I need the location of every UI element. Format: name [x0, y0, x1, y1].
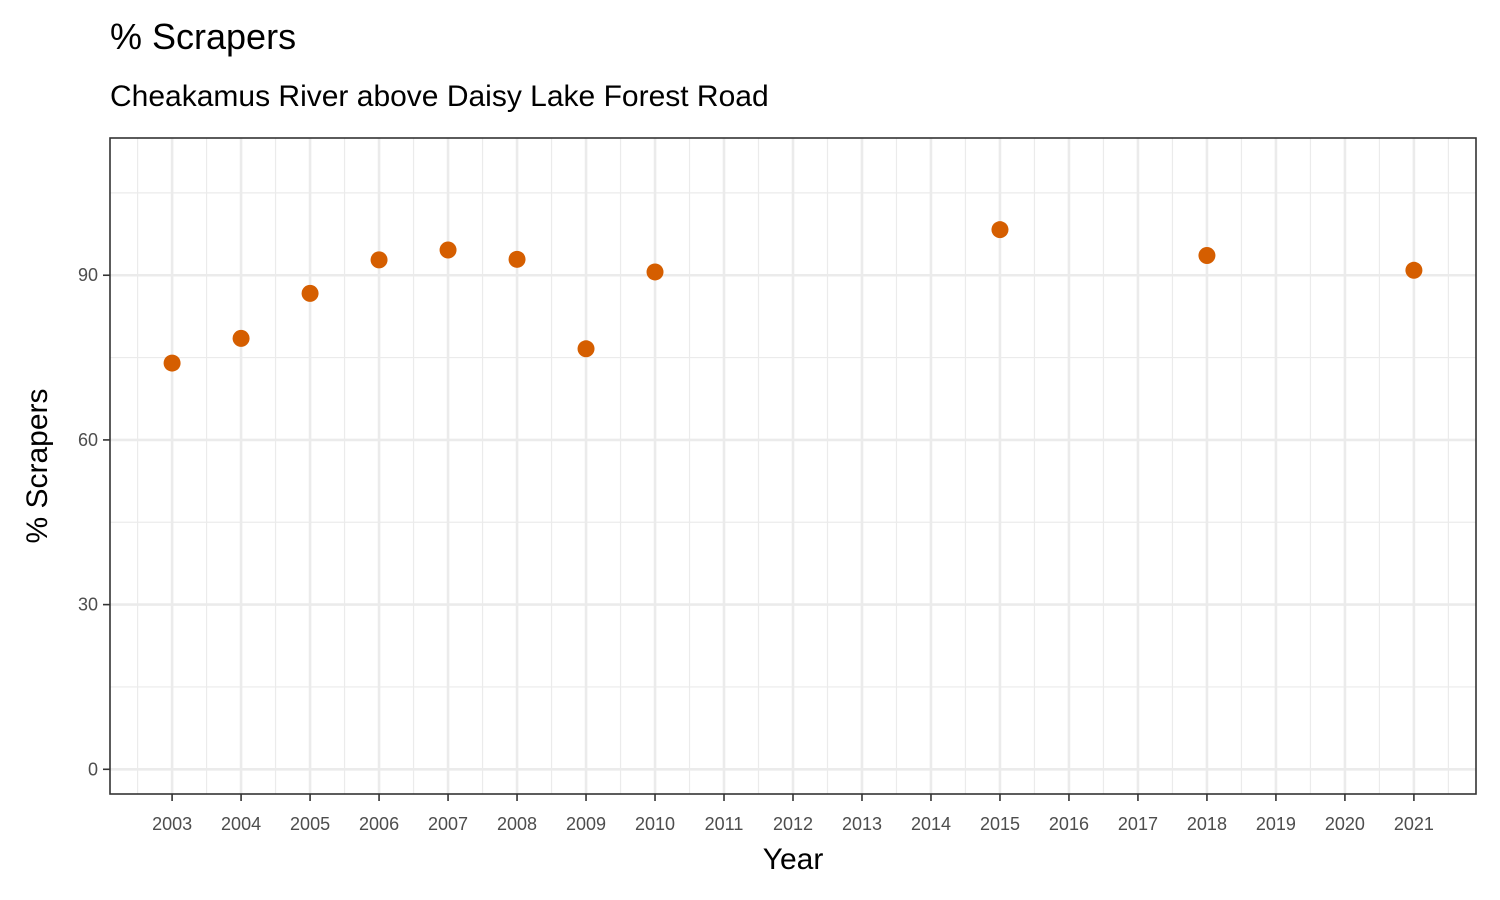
x-tick-label: 2004 — [221, 814, 261, 834]
x-tick-label: 2014 — [911, 814, 951, 834]
data-point — [1198, 246, 1216, 264]
x-tick-label: 2016 — [1049, 814, 1089, 834]
x-axis-title: Year — [763, 843, 824, 876]
x-tick-label: 2019 — [1256, 814, 1296, 834]
chart-subtitle: Cheakamus River above Daisy Lake Forest … — [110, 80, 769, 113]
x-tick-label: 2012 — [773, 814, 813, 834]
x-tick-label: 2009 — [566, 814, 606, 834]
y-tick-label: 90 — [78, 265, 98, 285]
y-tick-label: 30 — [78, 595, 98, 615]
x-tick-label: 2008 — [497, 814, 537, 834]
y-tick-label: 60 — [78, 430, 98, 450]
data-point — [232, 329, 250, 347]
data-point — [439, 241, 457, 259]
x-tick-label: 2021 — [1394, 814, 1434, 834]
y-tick-label: 0 — [88, 759, 98, 779]
x-tick-label: 2011 — [705, 814, 744, 834]
x-tick-label: 2003 — [152, 814, 192, 834]
data-point — [163, 354, 181, 372]
data-point — [991, 221, 1009, 239]
axis-ticks — [103, 274, 1415, 801]
x-tick-label: 2010 — [635, 814, 675, 834]
x-tick-label: 2018 — [1187, 814, 1227, 834]
x-tick-label: 2017 — [1118, 814, 1158, 834]
x-axis-tick-labels: 2003 2004 2005 2006 2007 2008 2009 2010 2011 2012… — [152, 814, 1434, 834]
y-axis-tick-labels: 0 30 60 90 — [78, 265, 98, 779]
data-point — [370, 251, 388, 269]
data-point — [1405, 261, 1423, 279]
minor-gridlines — [110, 138, 1476, 794]
data-point — [646, 263, 664, 281]
chart-title: % Scrapers — [110, 16, 297, 57]
data-point — [301, 284, 319, 302]
x-tick-label: 2005 — [290, 814, 330, 834]
data-points — [163, 221, 1423, 372]
data-point — [508, 250, 526, 268]
major-gridlines — [110, 138, 1476, 794]
x-tick-label: 2007 — [428, 814, 468, 834]
data-point — [577, 340, 595, 358]
x-tick-label: 2013 — [842, 814, 882, 834]
x-tick-label: 2006 — [359, 814, 399, 834]
x-tick-label: 2020 — [1325, 814, 1365, 834]
x-tick-label: 2015 — [980, 814, 1020, 834]
y-axis-title: % Scrapers — [21, 388, 54, 543]
